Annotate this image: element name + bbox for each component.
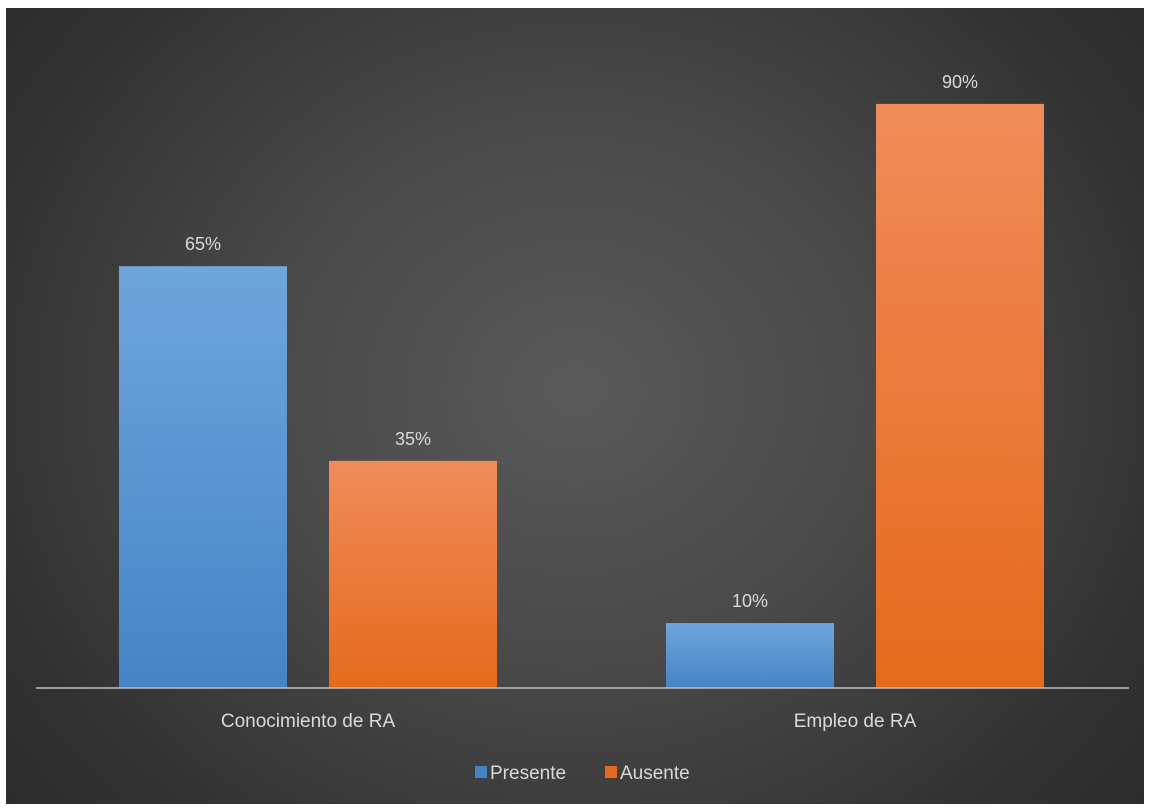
data-labels-layer: 65% 10% 35% 90% bbox=[185, 72, 978, 611]
category-label-1: Empleo de RA bbox=[794, 711, 917, 732]
category-label-0: Conocimiento de RA bbox=[221, 711, 396, 732]
data-label-presente-1: 10% bbox=[732, 591, 768, 611]
legend: Presente Ausente bbox=[475, 763, 690, 784]
bar-ausente-1 bbox=[876, 103, 1044, 688]
bar-presente-0 bbox=[119, 266, 287, 688]
data-label-presente-0: 65% bbox=[185, 234, 221, 254]
data-label-ausente-1: 90% bbox=[942, 72, 978, 92]
legend-swatch-presente bbox=[475, 766, 487, 778]
data-label-ausente-0: 35% bbox=[395, 429, 431, 449]
legend-swatch-ausente bbox=[605, 766, 617, 778]
category-labels-layer: Conocimiento de RA Empleo de RA bbox=[221, 711, 917, 732]
legend-label-presente: Presente bbox=[490, 763, 566, 784]
bar-ausente-0 bbox=[329, 460, 497, 688]
bar-presente-1 bbox=[666, 623, 834, 688]
legend-label-ausente: Ausente bbox=[620, 763, 690, 784]
bars-layer bbox=[119, 103, 1044, 688]
